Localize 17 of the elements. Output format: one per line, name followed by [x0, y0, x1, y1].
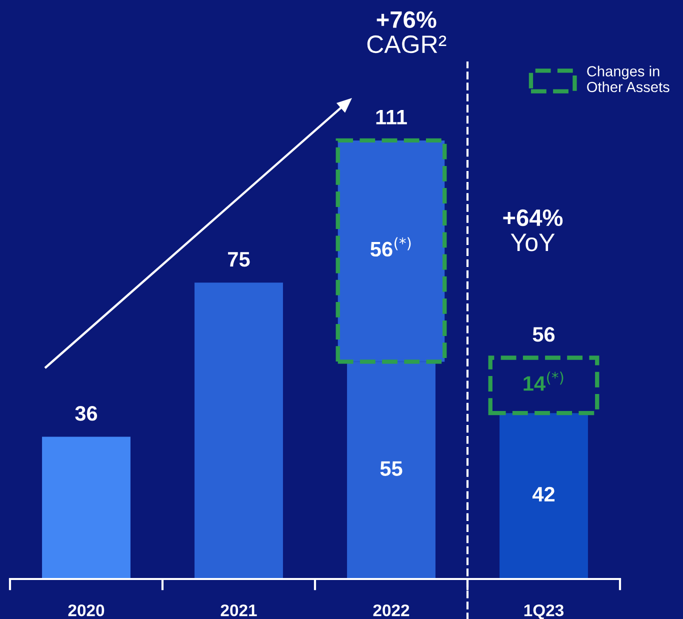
total-label: 111 [376, 110, 407, 124]
annotation: +64% YoY [503, 209, 563, 252]
data-label: 42 [532, 486, 555, 502]
data-label: 14$^{(*)}$ [524, 372, 564, 391]
data-label: 56$^{(*)}$ [370, 237, 411, 257]
bar [194, 282, 283, 579]
legend-label: Changes in Other Assets [587, 66, 670, 92]
x-tick-label: 2020 [68, 604, 104, 616]
total-label: 56 [532, 327, 555, 342]
text: +76% CAGR² [367, 11, 446, 54]
bar [42, 436, 130, 579]
x-tick-label: 2021 [220, 604, 257, 616]
x-tick-label: 1Q23 [524, 604, 564, 619]
x-tick-label: 2022 [373, 604, 410, 616]
data-label: 55 [380, 461, 402, 476]
total-label: 36 [75, 406, 98, 421]
total-label: 75 [228, 252, 250, 267]
